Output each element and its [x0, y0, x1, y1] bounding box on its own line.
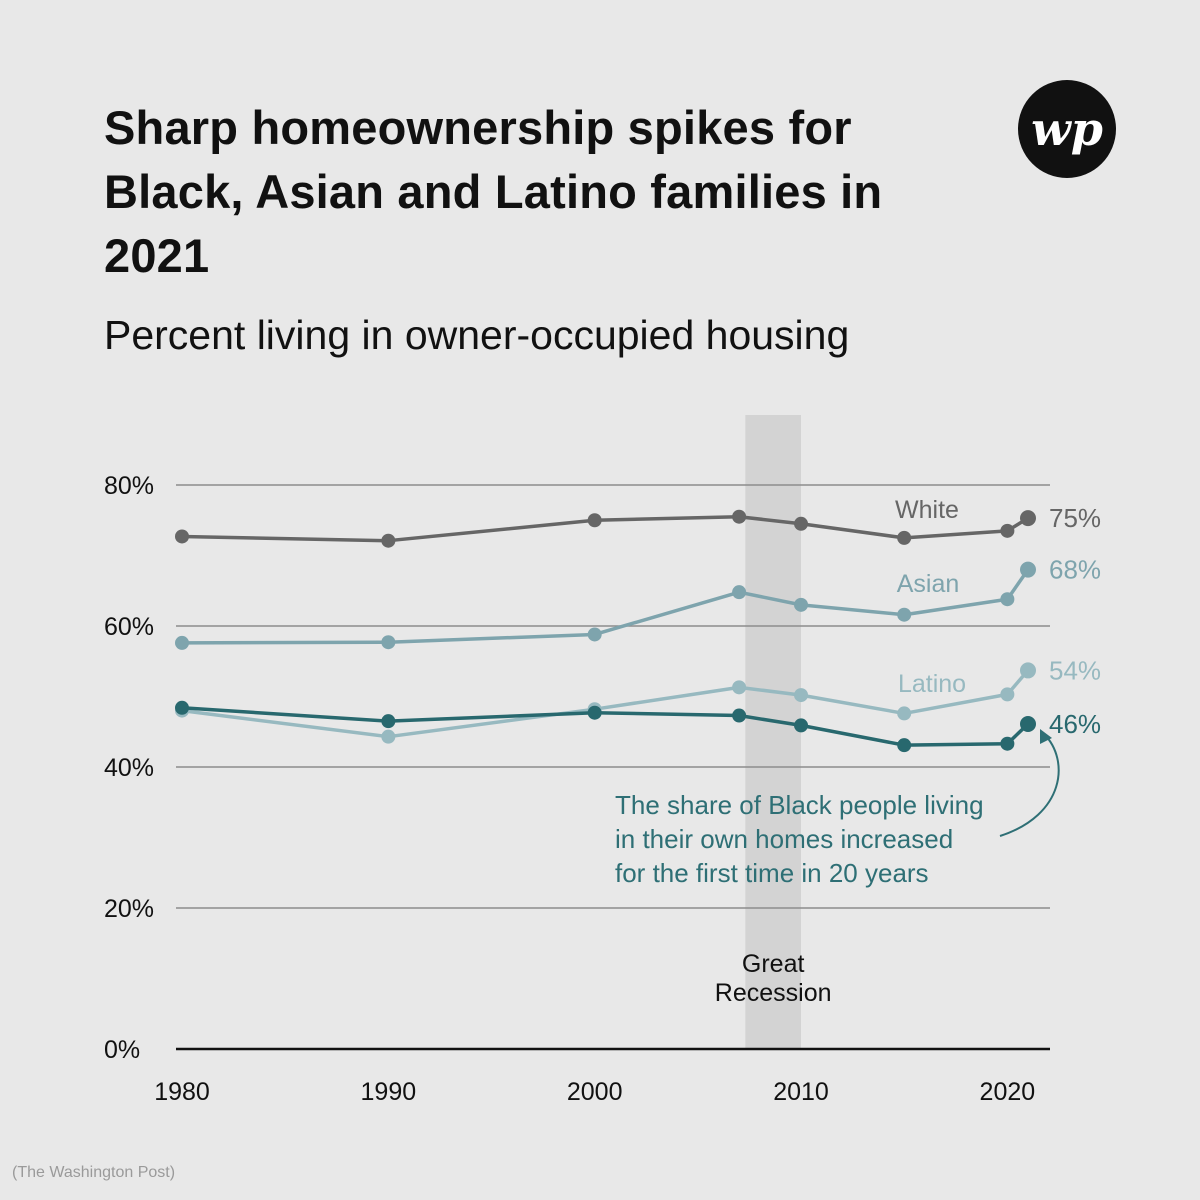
data-point [587, 705, 602, 720]
data-point [1020, 510, 1036, 527]
x-tick-label: 1990 [361, 1078, 417, 1106]
series-group [175, 561, 1036, 650]
data-point [794, 597, 809, 612]
data-point [794, 688, 809, 703]
chart-title: Sharp homeownership spikes for Black, As… [104, 101, 883, 282]
data-point [732, 509, 747, 524]
data-point [732, 585, 747, 600]
series-line [181, 514, 1029, 543]
series-group [175, 509, 1036, 548]
data-point [1000, 687, 1015, 702]
data-point [381, 714, 396, 729]
axis-layer: 1980 1990 2000 2010 2020 [154, 1047, 1050, 1106]
x-tick-label: 2010 [773, 1078, 829, 1106]
annotation-text-line: in their own homes increased [615, 824, 953, 854]
chart-subtitle: Percent living in owner-occupied housing [104, 312, 850, 358]
data-point [897, 607, 912, 622]
annotation-text-line: for the first time in 20 years [615, 858, 929, 888]
data-point [381, 533, 396, 548]
data-point [381, 635, 396, 650]
series-name-label: White [895, 496, 959, 524]
data-point [587, 627, 602, 642]
label-layer: 75% White 68% Asian 54% Latino 46% [895, 496, 1101, 739]
data-point [175, 700, 189, 715]
data-point [732, 680, 747, 695]
series-name-label: Latino [898, 670, 966, 698]
great-recession-label-line: Great [742, 950, 805, 978]
data-point [381, 729, 396, 744]
data-point [1020, 662, 1036, 679]
series-line [181, 669, 1030, 739]
data-point [794, 718, 809, 733]
y-tick-label: 80% [104, 472, 154, 500]
data-point [732, 708, 747, 723]
series-group [175, 700, 1036, 753]
x-tick-label: 2000 [567, 1078, 623, 1106]
y-tick-label: 40% [104, 754, 154, 782]
data-point [175, 529, 189, 544]
annotation-arrowhead [1040, 729, 1052, 744]
end-value-label: 68% [1049, 555, 1101, 585]
source-credit: (The Washington Post) [12, 1164, 176, 1181]
series-line [181, 706, 1030, 747]
data-point [1000, 592, 1015, 607]
series-layer [175, 509, 1036, 753]
washington-post-logo-icon: wp [1018, 80, 1116, 178]
x-tick-label: 1980 [154, 1078, 210, 1106]
x-tick-label: 2020 [980, 1078, 1036, 1106]
data-point [1020, 715, 1036, 732]
data-point [175, 635, 189, 650]
annotation-text-line: The share of Black people living [615, 790, 984, 820]
series-line [181, 568, 1030, 645]
data-point [1000, 736, 1015, 751]
y-tick-label: 0% [104, 1036, 140, 1064]
great-recession-label-line: Recession [715, 979, 832, 1007]
series-name-label: Asian [897, 570, 960, 598]
end-value-label: 75% [1049, 503, 1101, 533]
data-point [587, 513, 602, 528]
end-value-label: 46% [1049, 709, 1101, 739]
data-point [897, 530, 912, 545]
data-point [794, 516, 809, 531]
end-value-label: 54% [1049, 655, 1101, 685]
data-point [1020, 561, 1036, 578]
grid-layer: 0% 20% 40% 60% 80% [104, 472, 1050, 1064]
annotation-layer: The share of Black people living in their… [615, 729, 1060, 888]
y-tick-label: 20% [104, 895, 154, 923]
data-point [897, 706, 912, 721]
annotation-arrow [999, 733, 1060, 837]
y-tick-label: 60% [104, 613, 154, 641]
data-point [1000, 523, 1015, 538]
data-point [897, 738, 912, 753]
